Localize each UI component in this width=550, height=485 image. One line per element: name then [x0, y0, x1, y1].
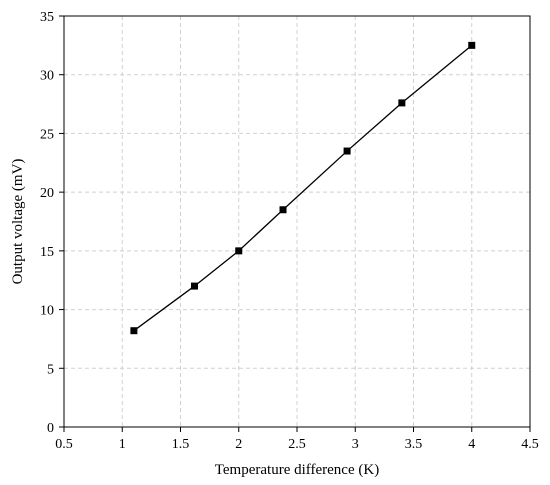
x-axis-label: Temperature difference (K) — [215, 462, 379, 478]
x-tick-label: 4.5 — [521, 437, 539, 452]
y-tick-label: 10 — [40, 304, 54, 319]
y-tick-label: 20 — [40, 186, 54, 201]
series-line — [133, 44, 473, 332]
data-point — [190, 282, 198, 290]
axis-ticks — [59, 15, 531, 432]
data-point — [130, 327, 138, 335]
x-tick-label: 3 — [352, 437, 359, 452]
x-tick-label: 2.5 — [288, 437, 306, 452]
x-tick-label: 3.5 — [405, 437, 423, 452]
gridlines — [64, 16, 530, 427]
data-point — [398, 99, 406, 107]
x-tick-label: 1.5 — [172, 437, 190, 452]
data-point — [279, 206, 287, 214]
y-axis-label: Output voltage (mV) — [10, 159, 26, 285]
x-tick-label: 4 — [468, 437, 475, 452]
data-point — [235, 247, 243, 255]
x-tick-labels: 0.5 1 1.5 2 2.5 3 3.5 4 4.5 — [55, 437, 539, 452]
y-tick-label: 15 — [40, 245, 54, 260]
y-tick-label: 5 — [47, 362, 54, 377]
y-tick-labels: 0 5 10 15 20 25 30 35 — [40, 10, 54, 436]
data-series — [130, 41, 476, 335]
data-point — [468, 41, 476, 49]
y-tick-label: 30 — [40, 69, 54, 84]
x-tick-label: 2 — [235, 437, 242, 452]
x-tick-label: 0.5 — [55, 437, 73, 452]
x-tick-label: 1 — [119, 437, 126, 452]
y-tick-label: 25 — [40, 127, 54, 142]
y-tick-label: 0 — [47, 421, 54, 436]
data-point — [343, 147, 351, 155]
y-tick-label: 35 — [40, 10, 54, 25]
